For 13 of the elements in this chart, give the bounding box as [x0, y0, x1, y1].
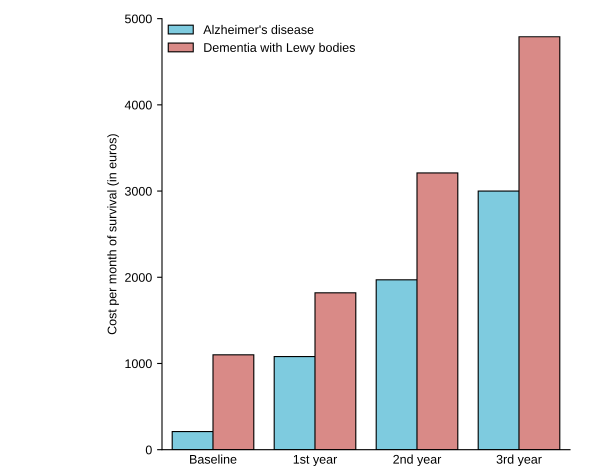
y-tick-label: 3000 — [124, 186, 152, 196]
y-axis-title: Cost per month of survival (in euros) — [107, 134, 119, 334]
x-tick-label: 3rd year — [496, 454, 542, 466]
y-tick-label: 1000 — [125, 359, 152, 368]
y-tick-label: 4000 — [124, 100, 152, 110]
x-tick-label: 2nd year — [393, 454, 442, 466]
y-tick-label: 5000 — [124, 14, 152, 24]
legend-label: Alzheimer's disease — [203, 24, 314, 34]
y-tick-label: 0 — [146, 445, 152, 454]
y-tick-label: 2000 — [125, 273, 152, 282]
x-tick-label: 1st year — [294, 455, 338, 466]
legend-label: Dementia with Lewy bodies — [204, 42, 355, 54]
x-tick-label: Baseline — [190, 454, 236, 464]
